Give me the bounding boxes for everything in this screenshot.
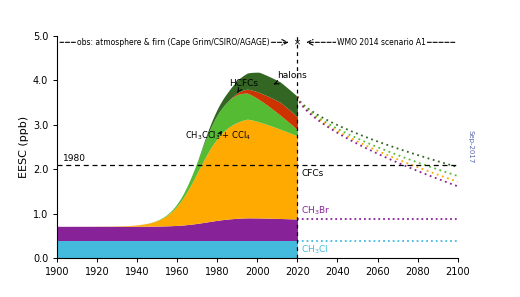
Text: ✕: ✕ <box>294 38 301 47</box>
Text: CH$_3$Br: CH$_3$Br <box>302 205 331 217</box>
Text: HCFCs: HCFCs <box>229 78 258 93</box>
Text: obs: atmosphere & firn (Cape Grim/CSIRO/AGAGE): obs: atmosphere & firn (Cape Grim/CSIRO/… <box>77 38 270 47</box>
Text: CFCs: CFCs <box>302 169 323 178</box>
Y-axis label: EESC (ppb): EESC (ppb) <box>19 116 29 178</box>
Text: Sep-2017: Sep-2017 <box>467 130 474 164</box>
Text: CH$_3$CCl$_3$ + CCl$_4$: CH$_3$CCl$_3$ + CCl$_4$ <box>185 130 252 143</box>
Text: halons: halons <box>275 71 307 84</box>
Text: 1980: 1980 <box>63 154 86 163</box>
Text: CH$_3$Cl: CH$_3$Cl <box>302 243 329 256</box>
Text: WMO 2014 scenario A1: WMO 2014 scenario A1 <box>337 38 426 47</box>
